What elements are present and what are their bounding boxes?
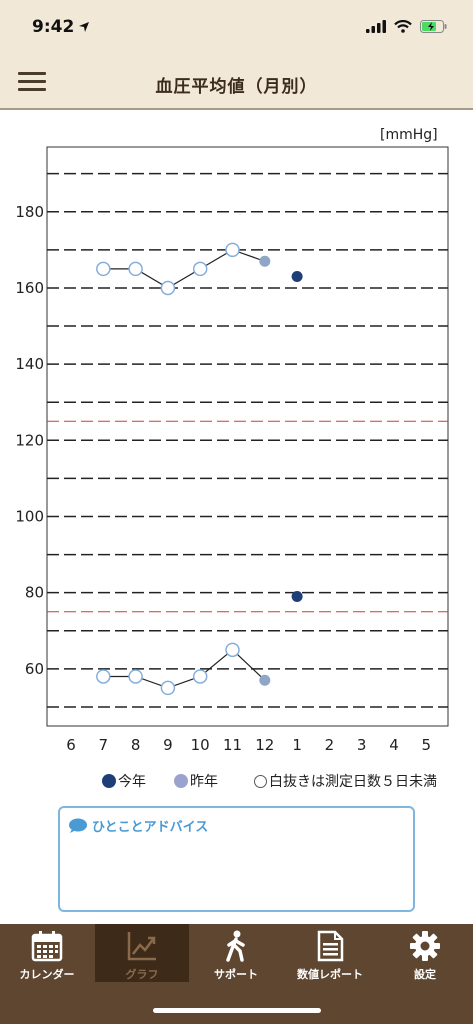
x-tick-label: 1 [292, 736, 302, 754]
speech-bubble-icon [69, 818, 87, 833]
hamburger-menu-icon[interactable] [18, 72, 46, 94]
tab-report[interactable]: 数値レポート [283, 924, 377, 982]
x-tick-label: 2 [325, 736, 335, 754]
y-tick-label: 140 [15, 355, 44, 373]
document-icon [317, 930, 344, 962]
data-point [259, 674, 271, 686]
tab-calendar-label: カレンダー [19, 968, 75, 981]
data-point [128, 669, 143, 684]
legend-hollow-label: 白抜きは測定日数５日未満 [269, 774, 437, 790]
data-point [160, 280, 176, 296]
y-tick-label: 180 [15, 203, 44, 221]
location-arrow-icon [79, 22, 89, 32]
legend-this-year: 今年 [102, 771, 146, 791]
chart-unit-label: [mmHg] [380, 127, 438, 143]
legend-last-year-label: 昨年 [190, 774, 218, 790]
x-tick-label: 10 [191, 736, 210, 754]
tab-report-label: 数値レポート [297, 968, 363, 981]
legend-last-year: 昨年 [174, 771, 218, 791]
legend-last-year-dot [174, 774, 188, 788]
plot-frame [46, 146, 449, 727]
advice-header: ひとことアドバイス [68, 816, 208, 835]
x-tick-label: 4 [389, 736, 399, 754]
data-point [192, 261, 208, 277]
y-tick-label: 100 [15, 507, 44, 525]
tab-calendar[interactable]: カレンダー [0, 924, 94, 982]
advice-box: ひとことアドバイス [58, 806, 415, 912]
legend-hollow-note: 白抜きは測定日数５日未満 [254, 771, 437, 791]
x-tick-label: 5 [422, 736, 432, 754]
tab-graph-label: グラフ [125, 968, 159, 981]
chart-icon [127, 932, 156, 961]
x-tick-label: 8 [131, 736, 141, 754]
data-point [128, 261, 143, 277]
wifi-icon [394, 20, 412, 33]
x-tick-label: 11 [223, 736, 242, 754]
tab-support-label: サポート [214, 968, 258, 981]
x-tick-label: 7 [99, 736, 109, 754]
battery-icon [420, 20, 447, 33]
status-bar: 9:42 [0, 0, 473, 58]
advice-title: ひとことアドバイス [92, 820, 209, 835]
data-point [291, 590, 303, 602]
legend-this-year-dot [102, 774, 116, 788]
page-title: 血圧平均値（月別） [155, 77, 318, 97]
data-point [192, 669, 208, 684]
y-tick-label: 160 [15, 279, 44, 297]
x-tick-label: 12 [255, 736, 274, 754]
tab-graph[interactable]: グラフ [95, 924, 189, 982]
walking-icon [226, 930, 245, 962]
status-time: 9:42 [32, 17, 75, 37]
home-indicator [153, 1008, 321, 1013]
tab-settings[interactable]: 設定 [378, 924, 472, 982]
x-tick-label: 3 [357, 736, 367, 754]
data-point [96, 261, 111, 277]
x-tick-label: 9 [163, 736, 173, 754]
nav-bar: 血圧平均値（月別） [0, 58, 473, 110]
legend-this-year-label: 今年 [118, 774, 146, 790]
data-point [225, 642, 240, 658]
x-tick-label: 6 [66, 736, 76, 754]
calendar-icon [31, 931, 63, 962]
signal-icon [366, 20, 386, 33]
tab-settings-label: 設定 [414, 968, 436, 981]
tab-bar: カレンダー グラフ サポート [0, 924, 473, 1024]
y-tick-label: 80 [25, 584, 44, 602]
tab-support[interactable]: サポート [189, 924, 283, 982]
y-tick-label: 60 [25, 660, 44, 678]
data-point [160, 680, 176, 696]
legend-hollow-dot [254, 774, 267, 788]
gear-icon [410, 931, 440, 961]
y-tick-label: 120 [15, 431, 44, 449]
data-point [259, 255, 271, 267]
data-point [225, 242, 240, 258]
data-point [96, 669, 111, 684]
data-point [291, 271, 303, 283]
